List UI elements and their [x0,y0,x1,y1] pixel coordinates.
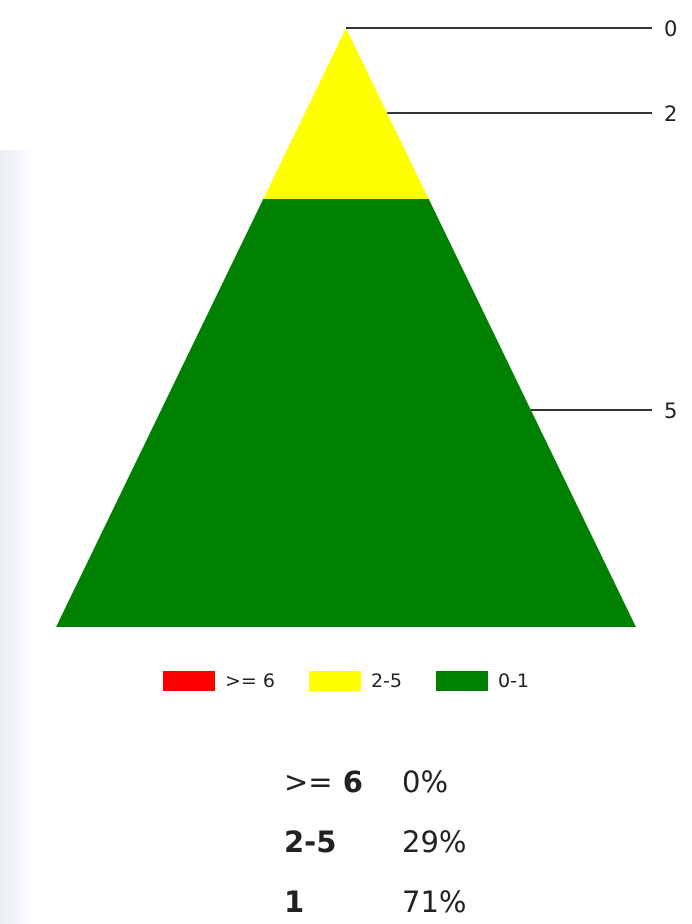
summary-row: 1 71% [284,872,466,924]
summary-value: 71% [402,885,467,919]
summary-operator: >= [284,765,333,799]
pyramid-segment[interactable] [263,28,429,199]
summary-key: 2-5 [284,825,337,859]
legend-label: 0-1 [497,670,530,692]
pyramid-segment[interactable] [56,199,636,627]
chart-legend: >= 6 2-5 0-1 [0,670,692,692]
legend-swatch-green [435,671,488,691]
pyramid-chart: 0 2 5 [56,17,677,627]
summary-value: 0% [402,765,449,799]
legend-item-2-5[interactable]: 2-5 [308,670,402,692]
legend-label: 2-5 [370,670,402,692]
summary-label: >= 6 [284,765,402,799]
summary-label: 1 [284,885,402,919]
legend-swatch-yellow [308,671,361,691]
legend-item-0-1[interactable]: 0-1 [435,670,530,692]
legend-swatch-red [162,671,215,691]
summary-row: >= 6 0% [284,752,466,812]
summary-key: 1 [284,885,305,919]
summary-value: 29% [402,825,467,859]
side-panel-shade [0,150,32,924]
tick-label: 2 [664,102,677,126]
summary-table: >= 6 0% 2-5 29% 1 71% [284,752,466,924]
summary-key: 6 [342,765,363,799]
summary-label: 2-5 [284,825,402,859]
summary-row: 2-5 29% [284,812,466,872]
tick-label: 5 [664,399,677,423]
legend-label: >= 6 [224,670,275,692]
legend-item-ge6[interactable]: >= 6 [162,670,275,692]
tick-label: 0 [664,17,677,41]
